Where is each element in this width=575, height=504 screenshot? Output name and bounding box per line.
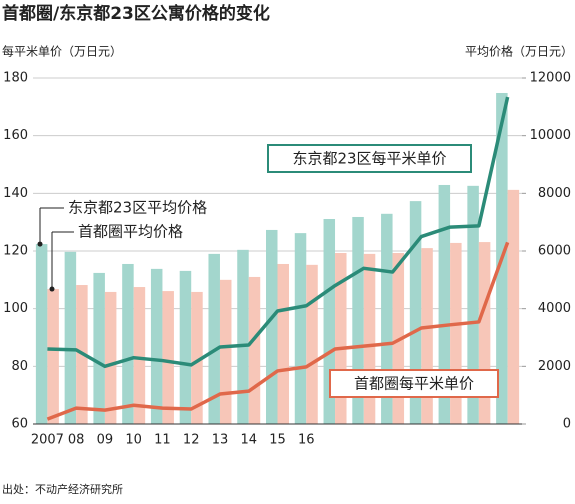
bar (438, 184, 451, 424)
y2-tick-label: 4000 (538, 301, 571, 316)
x-tick-label: 16 (298, 433, 315, 448)
bar (162, 291, 174, 424)
bar (478, 242, 491, 424)
bar (306, 264, 318, 424)
bar (323, 218, 336, 424)
bar (150, 268, 163, 424)
y-tick-label: 140 (3, 186, 28, 201)
y-tick-label: 100 (3, 301, 28, 316)
bar (277, 263, 289, 424)
bar (133, 287, 146, 424)
y-axis-label: 每平米单价（万日元） (2, 44, 122, 59)
x-tick-label: 13 (212, 433, 229, 448)
bar (381, 213, 393, 424)
x-tick-label: 12 (183, 433, 200, 448)
bar (421, 248, 433, 424)
bar (248, 276, 261, 424)
series-label: 东京都23区平均价格 (68, 199, 207, 217)
bar (335, 253, 347, 424)
x-tick-label: 08 (68, 433, 85, 448)
bar (266, 229, 278, 424)
bar (47, 289, 59, 424)
bar (191, 291, 203, 424)
y2-tick-label: 0 (563, 417, 571, 432)
bar (35, 244, 48, 424)
x-tick-label: 10 (125, 433, 142, 448)
series-label: 首都圈平均价格 (78, 223, 183, 241)
y2-axis-label: 平均价格（万日元） (465, 44, 573, 59)
y-tick-label: 60 (11, 417, 28, 432)
bar (467, 185, 479, 424)
bar (93, 272, 105, 424)
bar (104, 291, 117, 424)
x-tick-label: 11 (154, 433, 171, 448)
series-label-box (267, 144, 472, 173)
x-tick-label: 2007 (31, 433, 64, 448)
y-tick-label: 180 (3, 71, 28, 86)
y2-tick-label: 10000 (530, 128, 571, 143)
y2-tick-label: 2000 (538, 359, 571, 374)
series-label-box (329, 369, 499, 398)
y-tick-label: 80 (11, 359, 28, 374)
y2-tick-label: 12000 (530, 71, 571, 86)
source: 出处：不动产经济研究所 (2, 482, 123, 496)
bar (409, 201, 422, 424)
bar (237, 249, 249, 424)
bar (450, 242, 462, 424)
chart-title: 首都圈/东京都23区公寓价格的变化 (2, 3, 270, 24)
bar (122, 263, 134, 424)
series-label: 首都圈每平米单价 (354, 375, 474, 393)
leader-dot (37, 241, 43, 247)
y2-tick-label: 8000 (538, 186, 571, 201)
bar (294, 233, 307, 424)
bar (64, 251, 77, 424)
x-tick-label: 15 (269, 433, 286, 448)
bar (363, 253, 376, 424)
bar (507, 189, 520, 424)
bar (219, 279, 232, 424)
bar (179, 270, 192, 424)
x-tick-label: 09 (97, 433, 114, 448)
leader-dot (49, 286, 55, 292)
y-tick-label: 120 (3, 244, 28, 259)
x-tick-label: 14 (240, 433, 257, 448)
bar (208, 253, 220, 424)
y-tick-label: 160 (3, 128, 28, 143)
y2-tick-label: 6000 (538, 244, 571, 259)
series-label: 东京都23区每平米单价 (292, 150, 446, 168)
line (47, 96, 510, 369)
line (46, 241, 510, 421)
bar (352, 216, 364, 424)
